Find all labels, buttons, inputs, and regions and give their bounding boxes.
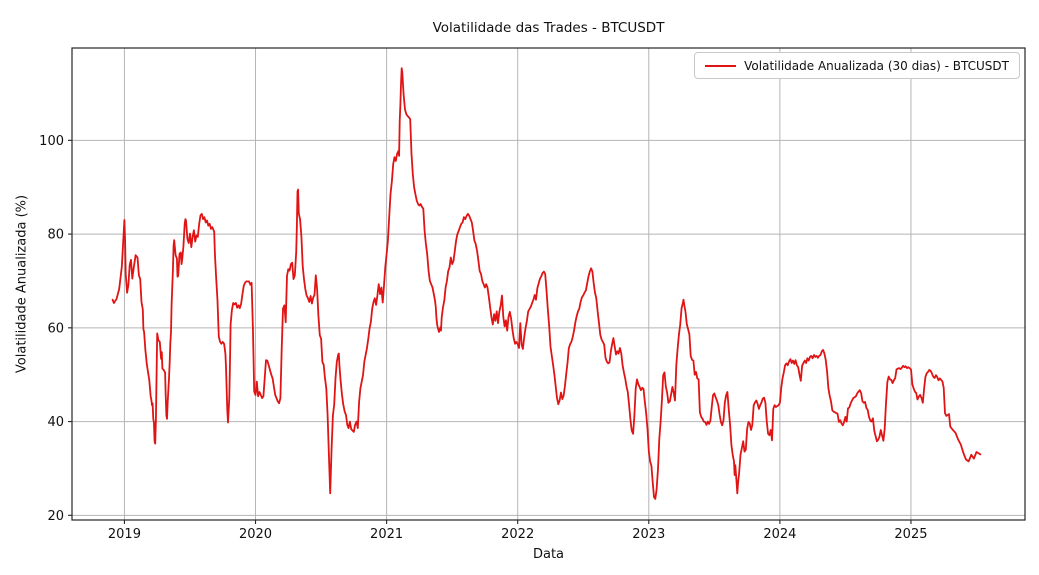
x-tick-label: 2022	[501, 527, 534, 542]
volatility-line	[111, 67, 982, 500]
legend: Volatilidade Anualizada (30 dias) - BTCU…	[694, 52, 1020, 79]
x-tick-label: 2021	[370, 527, 403, 542]
legend-line-swatch	[705, 64, 737, 67]
legend-label: Volatilidade Anualizada (30 dias) - BTCU…	[744, 58, 1009, 73]
y-tick-label: 80	[47, 228, 64, 243]
x-tick-label: 2024	[763, 527, 796, 542]
x-axis-label: Data	[532, 547, 565, 562]
y-axis-label: Volatilidade Anualizada (%)	[14, 194, 30, 374]
x-tick-label: 2020	[239, 527, 272, 542]
y-tick-label: 40	[47, 415, 64, 430]
x-tick-label: 2025	[894, 527, 927, 542]
chart-title: Volatilidade das Trades - BTCUSDT	[432, 20, 665, 36]
y-tick-label: 20	[47, 509, 64, 524]
plot-border	[71, 47, 1026, 521]
y-tick-label: 60	[47, 321, 64, 336]
x-tick-label: 2019	[108, 527, 141, 542]
x-tick-label: 2023	[632, 527, 665, 542]
y-tick-label: 100	[39, 134, 64, 149]
